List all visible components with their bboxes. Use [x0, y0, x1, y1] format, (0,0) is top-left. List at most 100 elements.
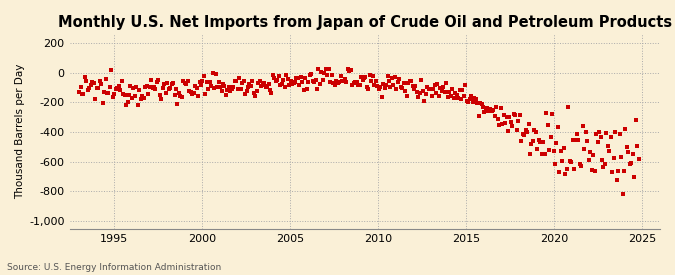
Point — [312, 87, 323, 92]
Point — [453, 96, 464, 101]
Point — [226, 87, 237, 91]
Point — [516, 139, 526, 144]
Point — [588, 152, 599, 157]
Point — [597, 158, 608, 162]
Point — [582, 139, 593, 143]
Point — [107, 94, 118, 99]
Point — [417, 89, 428, 93]
Point — [223, 85, 234, 89]
Point — [543, 147, 554, 152]
Point — [77, 92, 88, 96]
Point — [144, 84, 155, 89]
Point — [344, 69, 355, 73]
Point — [153, 78, 164, 82]
Point — [367, 74, 378, 79]
Point — [542, 123, 553, 127]
Point — [75, 85, 86, 89]
Point — [488, 108, 499, 112]
Point — [234, 76, 244, 80]
Point — [428, 87, 439, 92]
Point — [523, 122, 534, 126]
Point — [259, 81, 269, 86]
Point — [570, 138, 581, 142]
Point — [512, 128, 522, 132]
Point — [221, 93, 232, 97]
Point — [315, 81, 325, 86]
Point — [82, 87, 93, 92]
Point — [396, 85, 406, 89]
Point — [151, 80, 162, 84]
Point — [246, 84, 256, 88]
Point — [467, 100, 478, 104]
Point — [281, 73, 292, 78]
Point — [364, 73, 375, 78]
Point — [97, 101, 108, 106]
Point — [96, 82, 107, 86]
Point — [394, 77, 405, 81]
Point — [433, 93, 444, 98]
Point — [616, 155, 626, 159]
Point — [146, 78, 157, 82]
Point — [566, 160, 576, 164]
Point — [230, 78, 240, 83]
Point — [206, 84, 217, 89]
Point — [300, 76, 310, 81]
Point — [137, 94, 148, 98]
Point — [579, 147, 590, 152]
Point — [506, 120, 516, 125]
Point — [157, 86, 168, 91]
Y-axis label: Thousand Barrels per Day: Thousand Barrels per Day — [15, 64, 25, 199]
Point — [333, 80, 344, 84]
Point — [198, 73, 209, 78]
Point — [442, 94, 453, 99]
Point — [454, 88, 465, 92]
Point — [587, 168, 597, 172]
Point — [130, 94, 140, 98]
Point — [200, 92, 211, 97]
Point — [447, 87, 458, 91]
Point — [251, 88, 262, 93]
Point — [598, 165, 609, 169]
Point — [500, 120, 510, 125]
Point — [397, 86, 408, 90]
Point — [458, 94, 469, 98]
Point — [196, 83, 207, 87]
Point — [431, 91, 441, 95]
Point — [607, 170, 618, 174]
Point — [292, 76, 303, 80]
Point — [437, 89, 448, 94]
Point — [316, 70, 327, 74]
Point — [296, 75, 306, 79]
Point — [626, 161, 637, 165]
Point — [539, 152, 550, 156]
Point — [92, 86, 103, 91]
Point — [387, 76, 398, 80]
Point — [491, 105, 502, 109]
Point — [209, 86, 219, 90]
Point — [141, 84, 152, 89]
Point — [622, 145, 632, 149]
Point — [528, 139, 539, 144]
Point — [207, 71, 218, 75]
Point — [578, 124, 589, 128]
Point — [338, 78, 349, 83]
Point — [348, 81, 359, 86]
Point — [287, 82, 298, 86]
Point — [263, 81, 274, 86]
Point — [404, 79, 415, 83]
Point — [342, 67, 353, 71]
Point — [215, 85, 225, 89]
Point — [126, 95, 137, 100]
Point — [425, 86, 435, 91]
Point — [191, 85, 202, 90]
Point — [426, 94, 437, 98]
Point — [241, 89, 252, 93]
Point — [350, 80, 360, 85]
Point — [520, 127, 531, 132]
Point — [297, 80, 308, 85]
Point — [180, 81, 190, 86]
Point — [410, 84, 421, 88]
Point — [371, 79, 381, 83]
Point — [173, 90, 184, 95]
Point — [190, 84, 200, 89]
